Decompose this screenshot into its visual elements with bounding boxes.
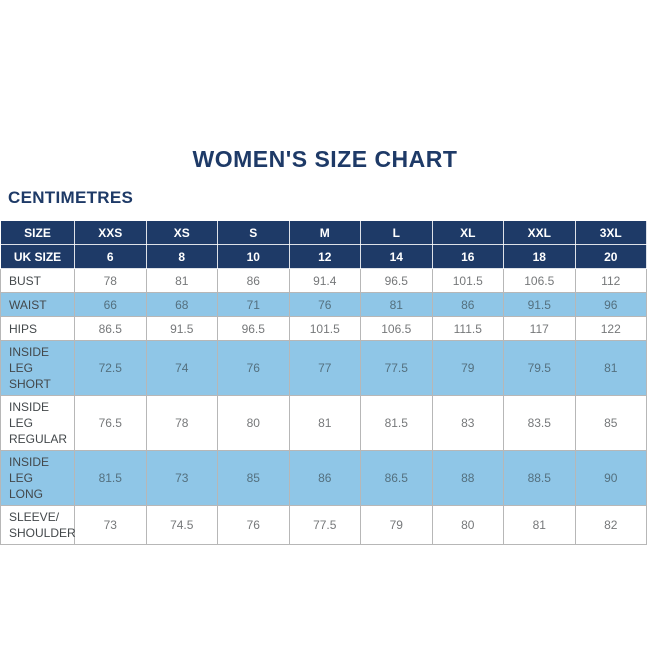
measurement-value: 91.4 [288,268,361,293]
measurement-label: INSIDE LEG SHORT [0,340,75,396]
measurement-value: 78 [145,395,218,451]
size-column-header: 3XL [574,220,647,245]
measurement-value: 85 [574,395,647,451]
measurement-value: 86 [217,268,290,293]
uk-size-value-header: 12 [288,244,361,269]
measurement-value: 81 [574,340,647,396]
measurement-value: 90 [574,450,647,506]
measurement-label: BUST [0,268,75,293]
measurement-value: 86.5 [360,450,433,506]
measurement-value: 77 [288,340,361,396]
measurement-value: 79 [360,505,433,545]
uk-size-value-header: 16 [431,244,504,269]
measurement-value: 96.5 [360,268,433,293]
size-column-header: XXL [503,220,576,245]
measurement-value: 76.5 [74,395,147,451]
size-column-header: L [360,220,433,245]
uk-size-value-header: 6 [74,244,147,269]
measurement-value: 112 [574,268,647,293]
measurement-value: 68 [145,292,218,317]
measurement-label: HIPS [0,316,75,341]
measurement-value: 80 [217,395,290,451]
size-header-cell: SIZE [0,220,75,245]
table-row: SLEEVE/ SHOULDER 73 74.5 76 77.5 79 80 81 82 [0,505,647,545]
measurement-value: 88.5 [503,450,576,506]
units-label: CENTIMETRES [8,188,134,207]
measurement-value: 66 [74,292,147,317]
measurement-value: 81 [288,395,361,451]
measurement-value: 122 [574,316,647,341]
measurement-value: 117 [503,316,576,341]
size-column-header: XL [431,220,504,245]
measurement-value: 76 [217,505,290,545]
measurement-value: 79.5 [503,340,576,396]
measurement-value: 81 [360,292,433,317]
header-row-size: SIZE XXS XS S M L XL XXL 3XL [0,220,647,245]
measurement-value: 77.5 [360,340,433,396]
measurement-value: 81.5 [74,450,147,506]
measurement-value: 86.5 [74,316,147,341]
measurement-value: 96.5 [217,316,290,341]
measurement-value: 82 [574,505,647,545]
table-row: HIPS 86.5 91.5 96.5 101.5 106.5 111.5 117 122 [0,316,647,341]
measurement-value: 85 [217,450,290,506]
uk-size-value-header: 18 [503,244,576,269]
table-row: BUST 78 81 86 91.4 96.5 101.5 106.5 112 [0,268,647,293]
measurement-value: 83 [431,395,504,451]
page-title: WOMEN'S SIZE CHART [192,146,458,172]
measurement-value: 81 [145,268,218,293]
measurement-value: 88 [431,450,504,506]
measurement-value: 86 [431,292,504,317]
measurement-value: 111.5 [431,316,504,341]
size-chart-header: SIZE XXS XS S M L XL XXL 3XL UK SIZE 6 8 10 12 14 16 18 2… [0,220,647,269]
size-column-header: S [217,220,290,245]
measurement-value: 91.5 [145,316,218,341]
table-row: INSIDE LEG LONG 81.5 73 85 86 86.5 88 88.5 90 [0,450,647,506]
measurement-value: 72.5 [74,340,147,396]
measurement-value: 96 [574,292,647,317]
size-column-header: XXS [74,220,147,245]
measurement-value: 71 [217,292,290,317]
measurement-value: 74 [145,340,218,396]
measurement-value: 79 [431,340,504,396]
uk-size-value-header: 20 [574,244,647,269]
measurement-label: INSIDE LEG LONG [0,450,75,506]
table-row: INSIDE LEG SHORT 72.5 74 76 77 77.5 79 79.5 81 [0,340,647,396]
measurement-value: 86 [288,450,361,506]
measurement-value: 101.5 [288,316,361,341]
size-chart-table: SIZE XXS XS S M L XL XXL 3XL UK SIZE 6 8 10 12 14 16 18 2… [0,220,647,545]
measurement-value: 77.5 [288,505,361,545]
size-chart-body: BUST 78 81 86 91.4 96.5 101.5 106.5 112 WAIST 66 68… [0,268,647,545]
measurement-value: 83.5 [503,395,576,451]
table-row: INSIDE LEG REGULAR 76.5 78 80 81 81.5 83 83.5 85 [0,395,647,451]
uk-size-value-header: 8 [145,244,218,269]
measurement-label: WAIST [0,292,75,317]
size-column-header: XS [145,220,218,245]
uk-size-value-header: 10 [217,244,290,269]
measurement-label: SLEEVE/ SHOULDER [0,505,76,545]
measurement-value: 106.5 [360,316,433,341]
measurement-value: 91.5 [503,292,576,317]
header-row-uk-size: UK SIZE 6 8 10 12 14 16 18 20 [0,244,647,269]
measurement-value: 101.5 [431,268,504,293]
measurement-value: 76 [217,340,290,396]
measurement-label: INSIDE LEG REGULAR [0,395,75,451]
table-row: WAIST 66 68 71 76 81 86 91.5 96 [0,292,647,317]
measurement-value: 74.5 [145,505,218,545]
measurement-value: 78 [74,268,147,293]
measurement-value: 73 [74,505,147,545]
measurement-value: 81 [503,505,576,545]
measurement-value: 106.5 [503,268,576,293]
uk-size-value-header: 14 [360,244,433,269]
measurement-value: 80 [431,505,504,545]
measurement-value: 76 [288,292,361,317]
measurement-value: 81.5 [360,395,433,451]
measurement-value: 73 [145,450,218,506]
size-column-header: M [288,220,361,245]
uk-size-header-cell: UK SIZE [0,244,75,269]
